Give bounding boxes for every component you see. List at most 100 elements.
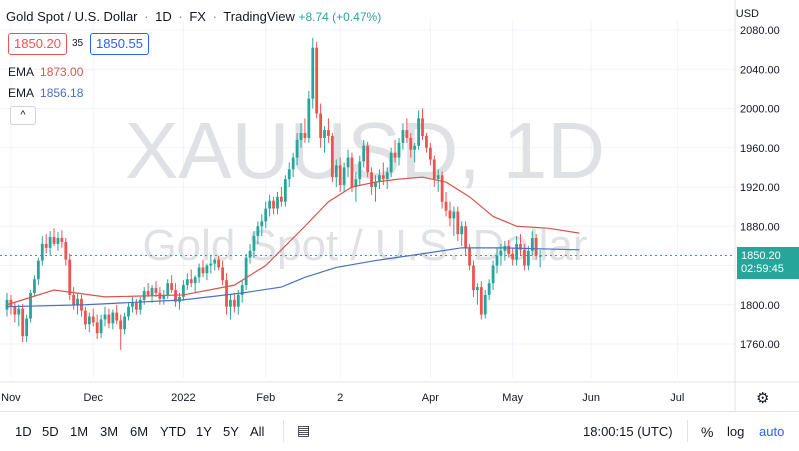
candle-body [178, 296, 181, 302]
timeframe-1y[interactable]: 1Y [196, 424, 212, 439]
candle [334, 159, 338, 187]
timeframe-1m[interactable]: 1M [70, 424, 89, 439]
bar-countdown: 02:59:45 [741, 263, 784, 276]
candle [119, 314, 123, 350]
candle-body [185, 279, 189, 286]
candle-body [52, 237, 56, 244]
candle [197, 263, 201, 284]
symbol-header: Gold Spot / U.S. Dollar · 1D · FX · Trad… [6, 9, 381, 24]
candle [123, 312, 126, 335]
y-tick-label: 2080.00 [740, 25, 780, 37]
percent-toggle[interactable]: % [701, 424, 714, 440]
date-range-icon[interactable]: ▤ [297, 422, 311, 438]
timeframe-ytd[interactable]: YTD [160, 424, 186, 439]
candle-body [519, 243, 522, 250]
candle [538, 249, 542, 268]
utc-clock[interactable]: 18:00:15 (UTC) [583, 424, 673, 439]
candle [209, 255, 213, 274]
sell-button[interactable]: 1850.20 [8, 33, 67, 55]
source-label: TradingView [223, 9, 295, 24]
candle-body [21, 308, 25, 337]
candle-body [413, 145, 417, 150]
candle-body [166, 283, 170, 295]
candle-body [334, 165, 338, 178]
candle-body [232, 299, 236, 307]
candle [519, 234, 522, 256]
candle-body [378, 175, 381, 183]
timeframe-all[interactable]: All [250, 424, 265, 439]
candle [21, 303, 25, 343]
interval-label[interactable]: 1D [155, 9, 172, 24]
candle [526, 245, 530, 271]
candle-body [432, 159, 436, 180]
candle [264, 201, 268, 229]
candle [87, 312, 91, 333]
candle-body [225, 280, 228, 307]
time-axis[interactable]: Nov Dec 2022 Feb 2 Apr May Jun Jul [0, 381, 799, 404]
candle-body [99, 319, 103, 334]
candle-body [428, 147, 432, 160]
settings-gear-icon[interactable]: ⚙ [756, 390, 770, 407]
candle [378, 169, 381, 189]
candle-body [170, 283, 174, 291]
log-toggle[interactable]: log [727, 424, 745, 439]
y-tick-label: 2000.00 [740, 104, 780, 116]
candle [182, 280, 185, 301]
header-separator: · [178, 9, 183, 24]
price-axis[interactable]: 2080.00 2040.00 2000.00 1960.00 1920.00 1880.… [734, 0, 780, 411]
x-tick-label: Feb [256, 392, 275, 404]
collapse-legend-button[interactable]: ^ [10, 106, 36, 125]
timeframe-5d[interactable]: 5D [42, 424, 59, 439]
candle [221, 260, 224, 286]
candle-body [68, 259, 72, 295]
candle-body [479, 287, 483, 315]
candle [287, 162, 291, 187]
candle [236, 290, 240, 315]
candle-body [468, 247, 471, 266]
ema-short-legend[interactable]: EMA 1873.00 [8, 65, 83, 79]
candle-body [452, 211, 456, 219]
candle [330, 133, 334, 183]
candle [80, 294, 83, 317]
y-tick-label: 1800.00 [740, 300, 780, 312]
timeframe-1d[interactable]: 1D [15, 424, 32, 439]
candle [511, 247, 515, 266]
timeframe-5y[interactable]: 5Y [223, 424, 239, 439]
candlestick-series [5, 37, 542, 350]
candle [244, 253, 248, 291]
symbol-title[interactable]: Gold Spot / U.S. Dollar [6, 9, 138, 24]
candle [162, 290, 166, 305]
candle-body [154, 288, 158, 293]
candle [189, 269, 193, 288]
timeframe-6m[interactable]: 6M [130, 424, 149, 439]
candle-body [91, 316, 95, 323]
candle [84, 306, 87, 330]
buy-button[interactable]: 1850.55 [90, 33, 149, 55]
candle [432, 155, 436, 187]
candle [456, 206, 460, 241]
candle [95, 314, 99, 340]
candle [40, 236, 44, 266]
candle [409, 133, 413, 158]
candle [405, 118, 409, 143]
candle [307, 90, 311, 143]
candle [154, 281, 158, 297]
candle-body [264, 208, 268, 222]
ema-long-legend[interactable]: EMA 1856.18 [8, 86, 83, 100]
ema-long-line [6, 247, 580, 308]
currency-label[interactable]: USD [735, 8, 759, 20]
candle-body [315, 47, 319, 114]
candle-body [409, 137, 413, 150]
candle-body [507, 245, 511, 254]
candle [283, 175, 287, 207]
candle-body [84, 310, 87, 325]
timeframe-3m[interactable]: 3M [100, 424, 119, 439]
candle-body [417, 118, 420, 146]
x-tick-label: Dec [83, 392, 103, 404]
auto-toggle[interactable]: auto [759, 424, 785, 439]
candle-body [123, 316, 126, 330]
candle-body [48, 237, 52, 248]
candle-body [95, 322, 99, 334]
candle [131, 296, 134, 313]
